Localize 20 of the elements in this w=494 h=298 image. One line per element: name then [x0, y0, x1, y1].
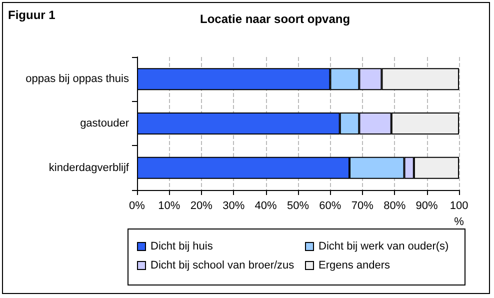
y-tick-label: gastouder — [80, 118, 130, 130]
x-tick-label: 10% — [158, 200, 180, 212]
x-tick-label: 100 % — [450, 200, 468, 228]
y-tick-label: kinderdagverblijf — [48, 162, 130, 174]
x-tick-label: 20% — [190, 200, 213, 212]
x-tick-label: 80% — [384, 200, 406, 212]
legend-label: Dicht bij huis — [150, 240, 214, 252]
x-tick-label: 70% — [351, 200, 374, 212]
chart-title: Locatie naar soort opvang — [200, 12, 350, 26]
legend-label: Ergens anders — [318, 260, 391, 272]
text: Figuur 1 — [8, 8, 56, 22]
legend-label: Dicht bij school van broer/zus — [150, 260, 295, 272]
x-tick-label: 60% — [319, 200, 342, 212]
x-tick-label: 90% — [416, 200, 438, 212]
x-tick-label: 50% — [286, 200, 310, 212]
x-tick-label: 40% — [254, 200, 278, 212]
x-tick-label: 30% — [222, 200, 245, 212]
y-tick-label: oppas bij oppas thuis — [26, 73, 130, 86]
x-tick-label: 0% — [129, 200, 146, 212]
legend-label: Dicht bij werk van ouder(s) — [318, 240, 449, 252]
